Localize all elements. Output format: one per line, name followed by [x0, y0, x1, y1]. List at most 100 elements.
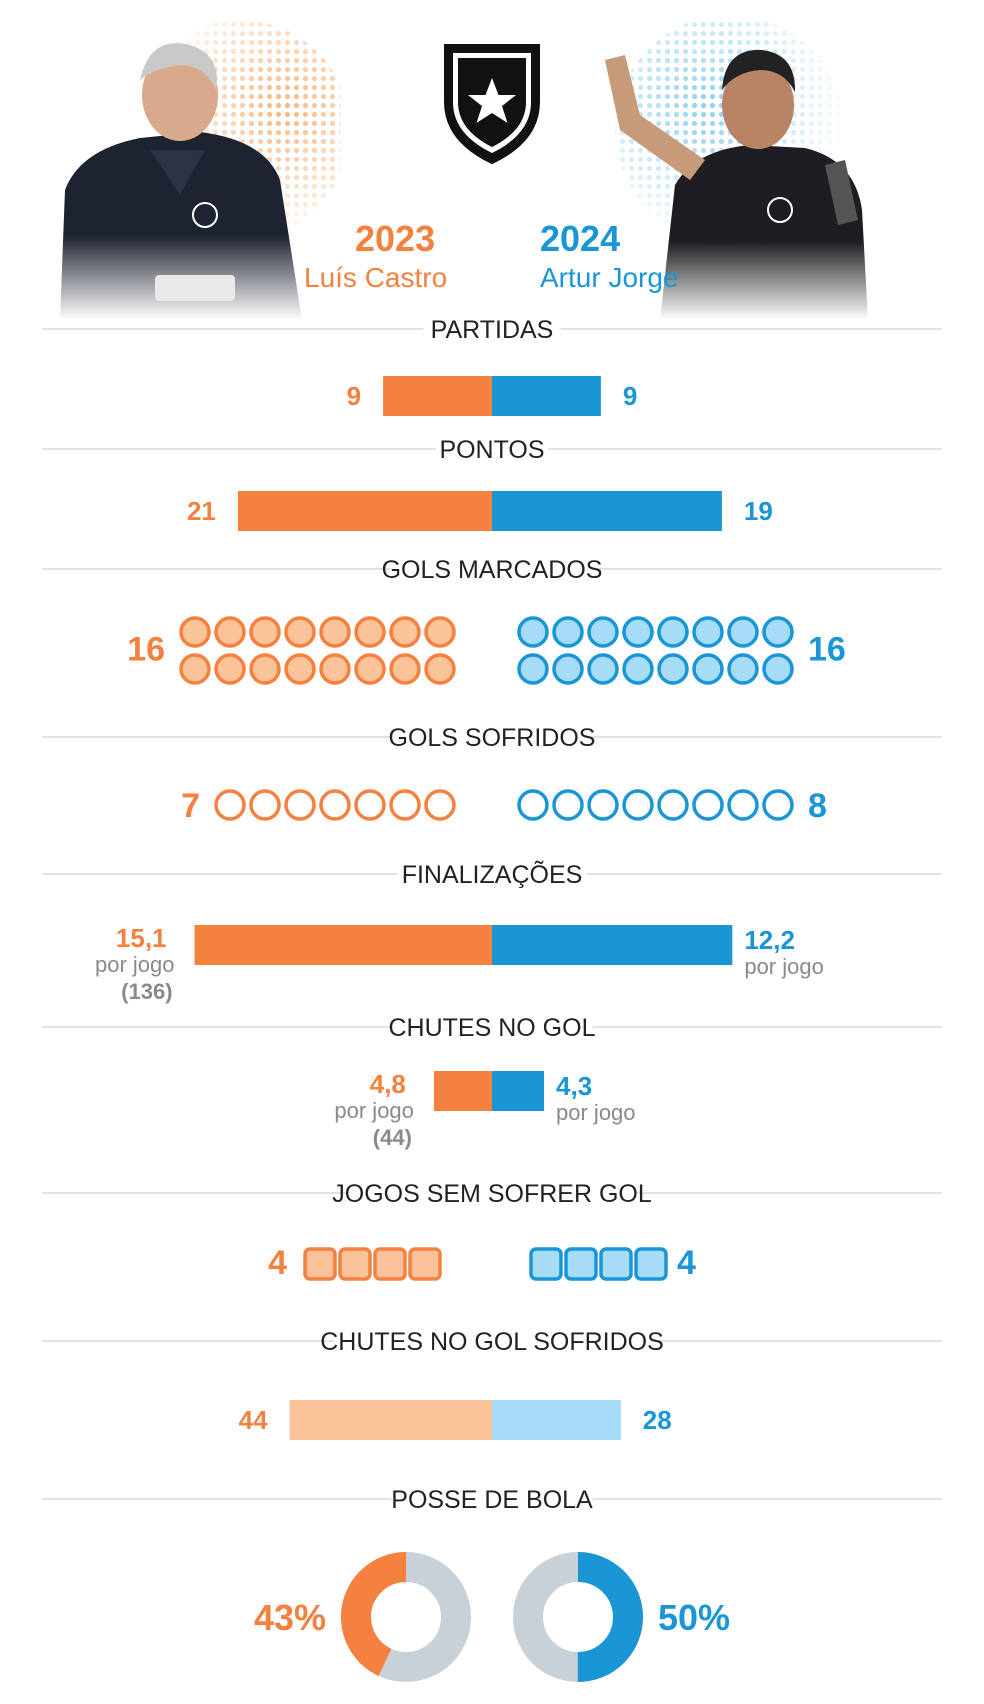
value-label-left: 7 [181, 787, 200, 825]
goal-circle-right [762, 789, 794, 821]
goal-circle-left [424, 616, 456, 648]
sub-label-left: por jogo [334, 1098, 414, 1123]
goal-circle-left [424, 789, 456, 821]
goal-circle-left [249, 789, 281, 821]
goal-circle-left [389, 616, 421, 648]
value-label-right: 16 [808, 631, 846, 669]
bar-right [492, 491, 722, 531]
value-label-left: 16 [127, 631, 165, 669]
goal-circle-left [214, 616, 246, 648]
section-title: JOGOS SEM SOFRER GOL [332, 1180, 652, 1208]
value-label-right: 12,2 [744, 925, 795, 955]
goal-circle-right [727, 616, 759, 648]
sub-label-right: por jogo [744, 954, 824, 979]
goal-circle-right [587, 789, 619, 821]
goal-circle-left [284, 789, 316, 821]
goal-circle-right [622, 789, 654, 821]
goal-circle-left [319, 616, 351, 648]
goal-circle-left [249, 653, 281, 685]
goal-circle-left [179, 616, 211, 648]
value-label-left: 43% [254, 1597, 326, 1638]
goal-circle-left [179, 653, 211, 685]
goal-circle-right [657, 653, 689, 685]
value-label-left: 4 [268, 1244, 287, 1282]
goal-circle-left [319, 653, 351, 685]
clean-sheet-square-right [599, 1247, 633, 1281]
goal-circle-left [389, 653, 421, 685]
goal-circle-left [214, 789, 246, 821]
goal-circle-right [517, 616, 549, 648]
clean-sheet-square-left [408, 1247, 442, 1281]
goal-circle-left [354, 789, 386, 821]
value-label-left: 21 [187, 496, 216, 526]
value-label-right: 9 [623, 381, 637, 411]
goal-circle-left [354, 616, 386, 648]
goal-circle-left [249, 616, 281, 648]
goal-circle-right [762, 653, 794, 685]
left-year: 2023 [355, 218, 436, 259]
goal-circle-left [389, 789, 421, 821]
bar-left [194, 925, 492, 965]
value-label-left: 9 [347, 381, 361, 411]
value-label-left: 44 [239, 1405, 268, 1435]
bar-left [383, 376, 492, 416]
value-label-right: 28 [643, 1405, 672, 1435]
sub-label-left: por jogo [95, 952, 175, 977]
clean-sheet-square-right [564, 1247, 598, 1281]
goal-circle-left [284, 653, 316, 685]
goal-circle-right [587, 616, 619, 648]
clean-sheet-square-right [529, 1247, 563, 1281]
goal-circle-left [214, 653, 246, 685]
bar-left [237, 491, 492, 531]
goal-circle-left [319, 789, 351, 821]
goal-circle-right [587, 653, 619, 685]
bar-right [492, 376, 601, 416]
goal-circle-right [692, 616, 724, 648]
possession-ring-right [513, 1552, 643, 1682]
section-title: CHUTES NO GOL SOFRIDOS [320, 1328, 664, 1356]
value-label-right: 19 [744, 496, 773, 526]
clean-sheet-square-right [634, 1247, 668, 1281]
possession-ring-left [341, 1552, 471, 1682]
bar-right [492, 925, 733, 965]
goal-circle-right [517, 653, 549, 685]
goal-circle-left [354, 653, 386, 685]
goal-circle-right [657, 616, 689, 648]
goal-circle-right [692, 653, 724, 685]
goal-circle-right [657, 789, 689, 821]
goal-circle-right [622, 616, 654, 648]
shield-star-icon [440, 40, 544, 165]
goal-circle-right [727, 789, 759, 821]
value-label-right: 4 [677, 1244, 696, 1282]
section-title: GOLS SOFRIDOS [389, 724, 596, 752]
right-coach-name: Artur Jorge [540, 262, 679, 293]
goal-circle-right [552, 789, 584, 821]
bar-left [289, 1400, 492, 1440]
goal-circle-right [622, 653, 654, 685]
luis-castro-photo [40, 20, 340, 320]
goal-circle-right [552, 653, 584, 685]
clean-sheet-square-left [373, 1247, 407, 1281]
clean-sheet-square-left [303, 1247, 337, 1281]
goal-circle-left [284, 616, 316, 648]
section-title: PONTOS [439, 436, 544, 464]
right-year: 2024 [540, 218, 621, 259]
section-title: CHUTES NO GOL [389, 1014, 596, 1042]
sub-label-right: por jogo [556, 1100, 636, 1125]
goal-circle-right [727, 653, 759, 685]
section-title: PARTIDAS [431, 316, 554, 344]
total-label-left: (44) [373, 1125, 412, 1150]
value-label-right: 4,3 [556, 1071, 592, 1101]
goal-circle-right [762, 616, 794, 648]
value-label-right: 8 [808, 787, 827, 825]
goal-circle-right [692, 789, 724, 821]
goal-circle-left [424, 653, 456, 685]
value-label-left: 4,8 [370, 1069, 406, 1099]
value-label-right: 50% [658, 1597, 730, 1638]
bar-left [433, 1071, 492, 1111]
section-title: FINALIZAÇÕES [402, 860, 583, 889]
goal-circle-right [552, 616, 584, 648]
value-label-left: 15,1 [116, 923, 167, 953]
